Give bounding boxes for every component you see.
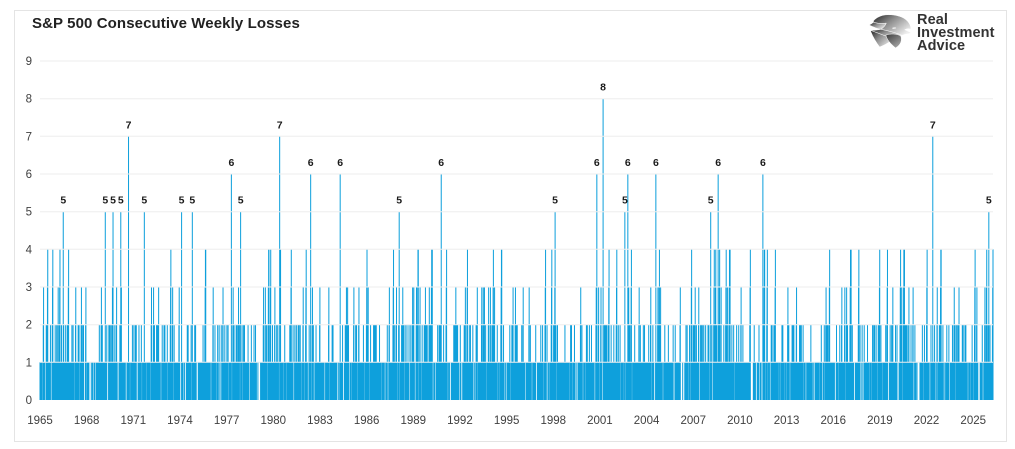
svg-text:6: 6 — [438, 157, 444, 169]
svg-text:6: 6 — [594, 157, 600, 169]
svg-text:5: 5 — [179, 195, 185, 207]
svg-text:6: 6 — [715, 157, 721, 169]
svg-text:1998: 1998 — [540, 415, 566, 427]
svg-text:1986: 1986 — [354, 415, 380, 427]
svg-text:1992: 1992 — [447, 415, 473, 427]
svg-text:7: 7 — [126, 119, 132, 131]
svg-text:7: 7 — [26, 131, 32, 143]
svg-text:5: 5 — [552, 195, 558, 207]
svg-text:1995: 1995 — [494, 415, 520, 427]
svg-text:1983: 1983 — [307, 415, 333, 427]
svg-text:6: 6 — [760, 157, 766, 169]
svg-text:1: 1 — [26, 357, 32, 369]
svg-text:2007: 2007 — [680, 415, 706, 427]
svg-text:5: 5 — [118, 195, 124, 207]
svg-text:5: 5 — [26, 207, 32, 219]
svg-text:2010: 2010 — [727, 415, 753, 427]
svg-text:5: 5 — [110, 195, 116, 207]
svg-text:2016: 2016 — [820, 415, 846, 427]
svg-text:2013: 2013 — [774, 415, 800, 427]
svg-text:6: 6 — [653, 157, 659, 169]
svg-text:6: 6 — [228, 157, 234, 169]
svg-text:2022: 2022 — [914, 415, 940, 427]
svg-text:1974: 1974 — [167, 415, 193, 427]
svg-text:2: 2 — [26, 320, 32, 332]
svg-text:2004: 2004 — [634, 415, 660, 427]
svg-text:2025: 2025 — [960, 415, 986, 427]
svg-text:1968: 1968 — [74, 415, 100, 427]
svg-text:7: 7 — [277, 119, 283, 131]
svg-text:1965: 1965 — [27, 415, 53, 427]
svg-text:5: 5 — [396, 195, 402, 207]
svg-text:5: 5 — [60, 195, 66, 207]
svg-text:8: 8 — [600, 82, 606, 94]
svg-text:9: 9 — [26, 56, 32, 68]
svg-text:1977: 1977 — [214, 415, 240, 427]
svg-text:1980: 1980 — [261, 415, 287, 427]
svg-text:5: 5 — [238, 195, 244, 207]
svg-text:5: 5 — [708, 195, 714, 207]
svg-text:6: 6 — [26, 169, 32, 181]
svg-text:4: 4 — [26, 244, 33, 256]
svg-text:7: 7 — [930, 119, 936, 131]
svg-text:8: 8 — [26, 94, 32, 106]
svg-text:0: 0 — [26, 395, 32, 407]
svg-text:6: 6 — [337, 157, 343, 169]
svg-text:5: 5 — [622, 195, 628, 207]
svg-text:1989: 1989 — [400, 415, 426, 427]
svg-text:5: 5 — [141, 195, 147, 207]
svg-text:5: 5 — [102, 195, 108, 207]
svg-text:3: 3 — [26, 282, 32, 294]
svg-text:5: 5 — [189, 195, 195, 207]
svg-text:5: 5 — [986, 195, 992, 207]
svg-text:6: 6 — [308, 157, 314, 169]
svg-text:2001: 2001 — [587, 415, 613, 427]
svg-text:2019: 2019 — [867, 415, 893, 427]
svg-text:6: 6 — [625, 157, 631, 169]
svg-text:1971: 1971 — [121, 415, 147, 427]
